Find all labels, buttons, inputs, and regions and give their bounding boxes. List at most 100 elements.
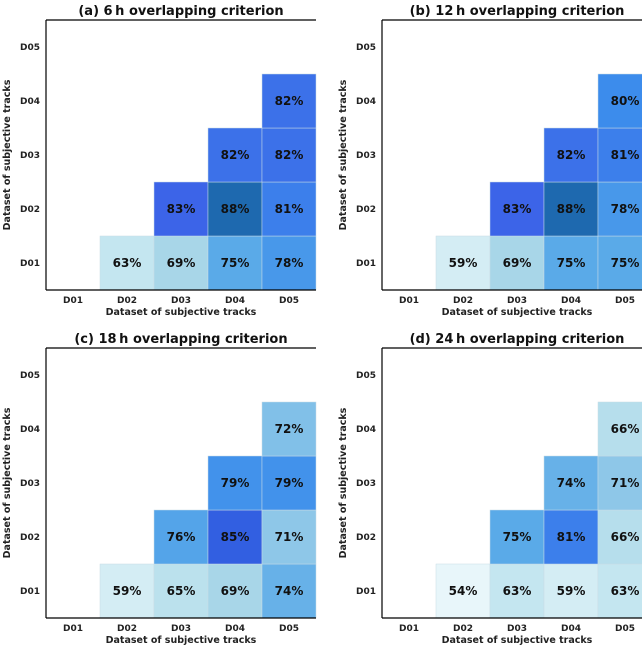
y-tick-label: D03: [356, 479, 376, 489]
heatmap-cell: [261, 509, 317, 565]
heatmap-cell: [435, 563, 491, 619]
cell-value-label: 82%: [557, 148, 586, 162]
heatmap-cell: [597, 455, 642, 511]
y-tick-label: D02: [356, 205, 376, 215]
heatmap-cell: [543, 235, 599, 291]
cell-value-label: 82%: [275, 148, 304, 162]
heatmap-cell: [261, 181, 317, 237]
cell-value-label: 66%: [611, 530, 640, 544]
x-tick-label: D01: [63, 624, 83, 634]
cell-value-label: 69%: [221, 584, 250, 598]
heatmap-cell: [99, 563, 155, 619]
x-axis-title: Dataset of subjective tracks: [442, 635, 593, 646]
panel-title: (b) 12 h overlapping criterion: [410, 4, 625, 19]
cell-value-label: 82%: [275, 94, 304, 108]
cell-value-label: 63%: [611, 584, 640, 598]
heatmap-cell: [261, 455, 317, 511]
cell-value-label: 75%: [221, 256, 250, 270]
heatmap-panel: 54% 63% 59% 63%75% 81% 66%74% 71%66%D01 D02 D03 D…: [338, 332, 642, 646]
x-tick-label: D02: [453, 296, 473, 306]
cell-value-label: 65%: [167, 584, 196, 598]
heatmap-panel: 59% 65% 69% 74%76% 85% 71%79% 79%72%D01 D02 D03 D…: [2, 332, 317, 646]
heatmap-cell: [207, 181, 263, 237]
y-axis-title: Dataset of subjective tracks: [338, 407, 349, 558]
heatmap-cell: [543, 563, 599, 619]
y-tick-label: D03: [20, 479, 40, 489]
heatmap-cell: [543, 509, 599, 565]
heatmap-cell: [435, 235, 491, 291]
y-tick-label: D03: [20, 151, 40, 161]
heatmap-cell: [489, 509, 545, 565]
x-tick-label: D04: [225, 296, 245, 306]
heatmap-cell: [153, 181, 209, 237]
y-tick-label: D03: [356, 151, 376, 161]
y-axis-title: Dataset of subjective tracks: [2, 407, 13, 558]
heatmap-cell: [207, 509, 263, 565]
heatmap-cell: [597, 509, 642, 565]
cell-value-label: 83%: [167, 202, 196, 216]
y-tick-label: D05: [20, 43, 40, 53]
cell-value-label: 59%: [449, 256, 478, 270]
heatmap-cell: [543, 181, 599, 237]
panel-title: (d) 24 h overlapping criterion: [410, 332, 625, 347]
x-tick-label: D03: [507, 296, 527, 306]
cell-value-label: 75%: [503, 530, 532, 544]
y-tick-label: D05: [356, 43, 376, 53]
cell-value-label: 82%: [221, 148, 250, 162]
cell-value-label: 78%: [275, 256, 304, 270]
y-tick-label: D04: [20, 425, 40, 435]
x-axis-title: Dataset of subjective tracks: [442, 307, 593, 318]
cell-value-label: 69%: [167, 256, 196, 270]
x-tick-label: D01: [399, 296, 419, 306]
heatmap-cell: [543, 127, 599, 183]
cell-value-label: 71%: [611, 476, 640, 490]
x-tick-label: D05: [615, 296, 635, 306]
y-axis-title: Dataset of subjective tracks: [338, 79, 349, 230]
heatmap-cell: [261, 127, 317, 183]
heatmap-cell: [99, 235, 155, 291]
cell-value-label: 81%: [557, 530, 586, 544]
cell-value-label: 78%: [611, 202, 640, 216]
cell-value-label: 66%: [611, 422, 640, 436]
cell-value-label: 63%: [503, 584, 532, 598]
x-tick-label: D05: [279, 296, 299, 306]
cell-value-label: 75%: [611, 256, 640, 270]
heatmap-cell: [207, 455, 263, 511]
heatmap-cell: [543, 455, 599, 511]
heatmap-cell: [261, 401, 317, 457]
heatmap-panel: 59% 69% 75% 75%83% 88% 78%82% 81%80%D01 D02 D03 D…: [338, 4, 642, 318]
x-tick-label: D03: [507, 624, 527, 634]
x-tick-label: D02: [117, 296, 137, 306]
x-tick-label: D03: [171, 296, 191, 306]
cell-value-label: 83%: [503, 202, 532, 216]
heatmap-cell: [597, 563, 642, 619]
cell-value-label: 74%: [275, 584, 304, 598]
x-tick-label: D01: [399, 624, 419, 634]
cell-value-label: 88%: [557, 202, 586, 216]
y-tick-label: D04: [356, 97, 376, 107]
cell-value-label: 54%: [449, 584, 478, 598]
y-tick-label: D05: [356, 371, 376, 381]
cell-value-label: 74%: [557, 476, 586, 490]
x-tick-label: D04: [225, 624, 245, 634]
x-tick-label: D04: [561, 624, 581, 634]
x-tick-label: D03: [171, 624, 191, 634]
y-tick-label: D02: [20, 533, 40, 543]
cell-value-label: 81%: [611, 148, 640, 162]
cell-value-label: 76%: [167, 530, 196, 544]
cell-value-label: 80%: [611, 94, 640, 108]
x-tick-label: D05: [615, 624, 635, 634]
cell-value-label: 59%: [113, 584, 142, 598]
heatmap-cell: [597, 235, 642, 291]
x-tick-label: D02: [453, 624, 473, 634]
panel-title: (c) 18 h overlapping criterion: [74, 332, 287, 347]
y-tick-label: D01: [356, 259, 376, 269]
heatmap-cell: [597, 127, 642, 183]
x-tick-label: D04: [561, 296, 581, 306]
heatmap-cell: [261, 563, 317, 619]
heatmap-cell: [207, 235, 263, 291]
cell-value-label: 72%: [275, 422, 304, 436]
heatmap-cell: [597, 181, 642, 237]
cell-value-label: 59%: [557, 584, 586, 598]
panel-title: (a) 6 h overlapping criterion: [78, 4, 283, 19]
